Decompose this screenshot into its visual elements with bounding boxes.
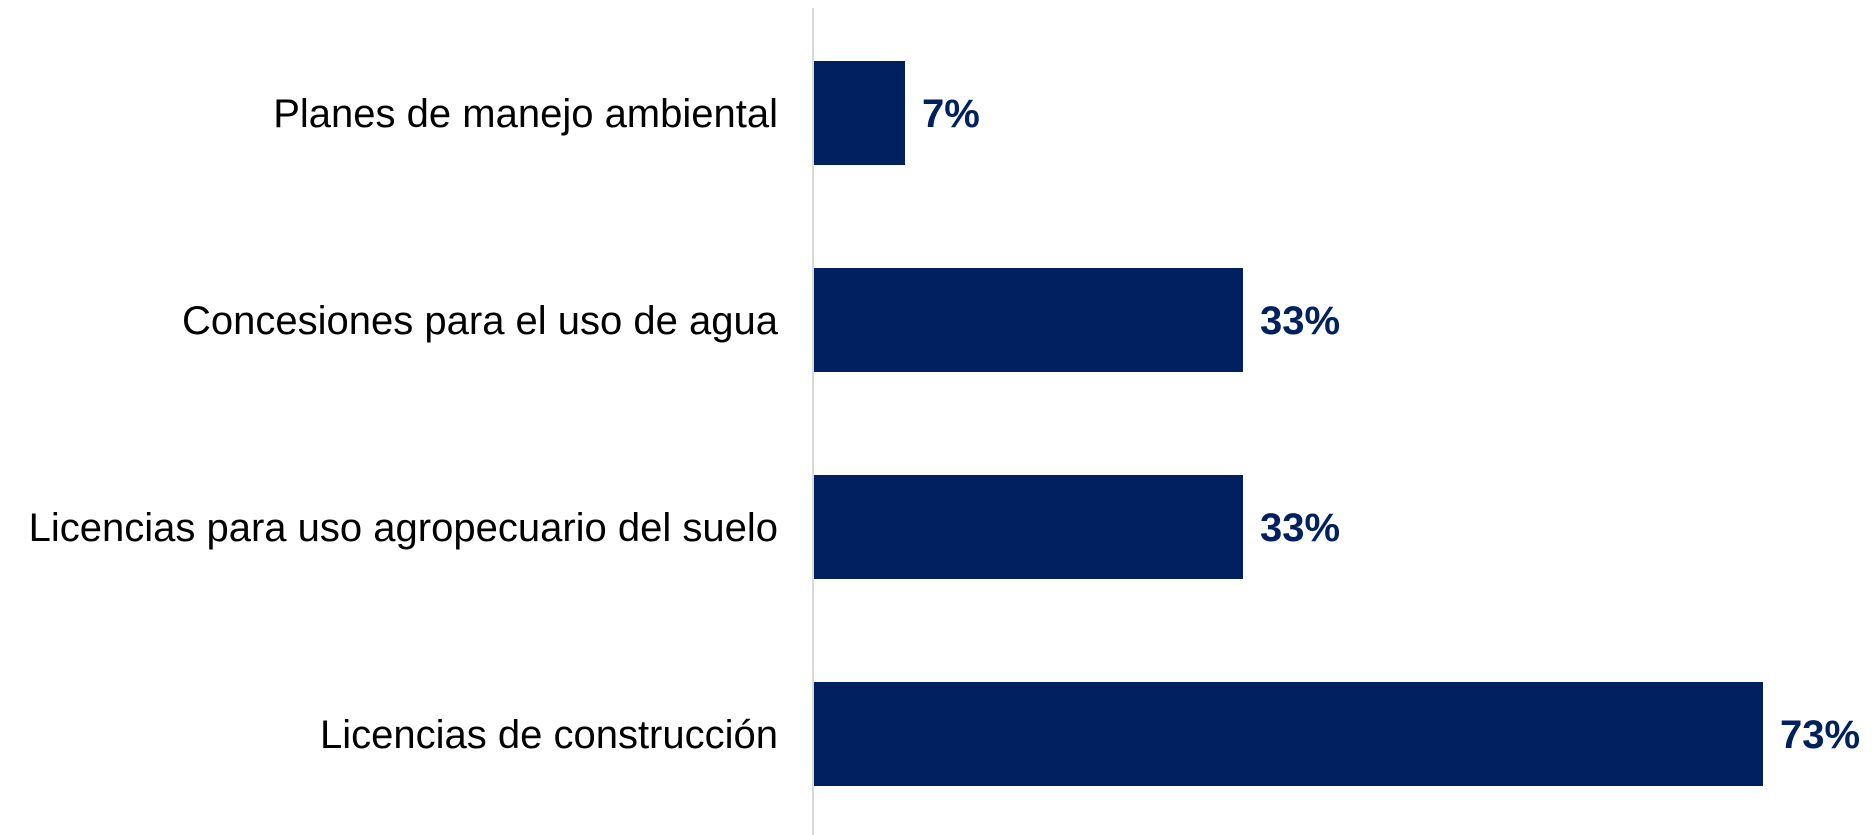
category-label: Planes de manejo ambiental: [273, 92, 778, 136]
category-label: Licencias de construcción: [320, 713, 778, 757]
category-label: Licencias para uso agropecuario del suel…: [29, 506, 778, 550]
value-label: 33%: [1260, 506, 1340, 550]
value-label: 73%: [1780, 713, 1860, 757]
category-label: Concesiones para el uso de agua: [182, 299, 779, 343]
bar: [814, 682, 1763, 786]
bars: [814, 61, 1763, 786]
value-labels: 7% 33% 33% 73%: [922, 92, 1860, 757]
bar: [814, 475, 1243, 579]
value-label: 7%: [922, 92, 980, 136]
bar: [814, 61, 905, 165]
category-labels: Planes de manejo ambiental Concesiones pa…: [29, 92, 779, 757]
bar: [814, 268, 1243, 372]
value-label: 33%: [1260, 299, 1340, 343]
